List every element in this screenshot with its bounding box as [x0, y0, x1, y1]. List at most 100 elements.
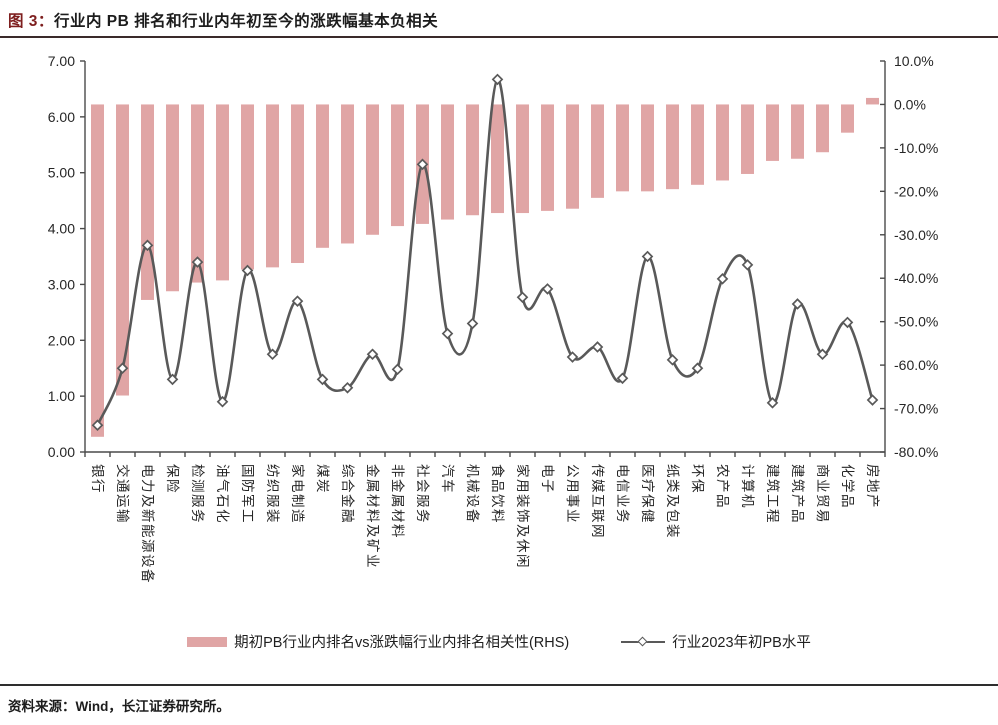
pb-marker-煤炭	[316, 373, 329, 386]
x-axis-label-电力及新能源设备: 电力及新能源设备	[140, 464, 156, 584]
pb-marker-家用装饰及休闲	[516, 291, 529, 304]
x-axis-label-金属材料及矿业: 金属材料及矿业	[365, 464, 380, 569]
y-axis-label-right: -60.0%	[894, 357, 938, 373]
bar-交通运输	[116, 104, 129, 396]
x-axis-label-纺织服装: 纺织服装	[265, 464, 280, 524]
y-axis-label-right: -70.0%	[894, 401, 938, 417]
x-axis-label-医疗保健: 医疗保健	[640, 464, 655, 524]
pb-marker-金属材料及矿业	[366, 348, 379, 361]
pb-marker-计算机	[741, 259, 754, 271]
bar-传媒互联网	[591, 104, 604, 198]
x-axis-label-检测服务: 检测服务	[190, 464, 205, 524]
pb-marker-国防军工	[241, 264, 254, 277]
y-axis-label-right: 0.0%	[894, 96, 926, 112]
bar-电信业务	[616, 104, 629, 192]
bar-检测服务	[191, 104, 204, 283]
pb-marker-商业贸易	[816, 348, 829, 361]
pb-marker-农产品	[716, 273, 729, 285]
line-series-swatch	[621, 636, 666, 646]
x-axis-label-综合金融: 综合金融	[340, 464, 355, 524]
bar-食品饮料	[491, 104, 504, 214]
y-axis-label-right: -40.0%	[894, 270, 938, 286]
x-axis-label-家电制造: 家电制造	[290, 464, 306, 524]
bar-商业贸易	[816, 104, 829, 153]
pb-line	[96, 78, 874, 426]
pb-marker-食品饮料	[491, 73, 504, 86]
y-axis-label-left: 5.00	[48, 165, 75, 181]
pb-marker-社会服务	[416, 158, 429, 171]
bar-电力及新能源设备	[141, 104, 154, 300]
bar-计算机	[741, 104, 754, 174]
pb-marker-银行	[91, 419, 104, 431]
legend-label-line: 行业2023年初PB水平	[672, 635, 811, 651]
x-axis-label-商业贸易: 商业贸易	[815, 464, 830, 524]
y-axis-label-left: 6.00	[48, 109, 75, 125]
pb-marker-保险	[166, 373, 179, 386]
y-axis-label-right: 10.0%	[894, 53, 934, 69]
legend-label-bars: 期初PB行业内排名vs涨跌幅行业内排名相关性(RHS)	[234, 635, 570, 651]
x-axis-label-农产品: 农产品	[715, 464, 730, 509]
bar-家用装饰及休闲	[516, 104, 529, 214]
chart-legend: 期初PB行业内排名vs涨跌幅行业内排名相关性(RHS) 行业2023年初PB水平	[0, 631, 998, 652]
x-axis-label-社会服务: 社会服务	[415, 464, 430, 524]
y-axis-label-right: -30.0%	[894, 227, 938, 243]
bar-电子	[541, 104, 554, 211]
y-axis-label-right: -10.0%	[894, 140, 938, 156]
x-axis-label-食品饮料: 食品饮料	[490, 464, 506, 524]
bar-农产品	[716, 104, 729, 181]
y-axis-label-left: 0.00	[48, 444, 75, 460]
x-axis-label-建筑产品: 建筑产品	[790, 464, 805, 524]
x-axis-label-机械设备: 机械设备	[465, 464, 481, 524]
pb-marker-电信业务	[616, 372, 629, 385]
pb-marker-电子	[541, 283, 554, 295]
legend-item-pb-line: 行业2023年初PB水平	[621, 631, 811, 652]
pb-marker-建筑工程	[766, 397, 779, 409]
y-axis-label-left: 2.00	[48, 332, 75, 348]
x-axis-label-电信业务: 电信业务	[615, 464, 630, 524]
y-axis-label-right: -80.0%	[894, 444, 938, 460]
x-axis-label-建筑工程: 建筑工程	[765, 464, 780, 524]
diamond-marker-icon	[637, 636, 648, 646]
bar-建筑工程	[766, 104, 779, 161]
source-text: 资料来源：Wind，长江证券研究所。	[8, 699, 230, 714]
y-axis-label-right: -50.0%	[894, 314, 938, 330]
bar-金属材料及矿业	[366, 104, 379, 235]
bar-国防军工	[241, 104, 254, 270]
pb-marker-非金属材料	[391, 363, 404, 376]
bar-房地产	[866, 97, 879, 105]
figure-title: 图 3：行业内 PB 排名和行业内年初至今的涨跌幅基本负相关	[0, 0, 998, 38]
pb-marker-公用事业	[566, 351, 579, 363]
pb-marker-传媒互联网	[591, 341, 604, 353]
y-axis-label-left: 1.00	[48, 388, 75, 404]
bar-保险	[166, 104, 179, 292]
x-axis-label-银行: 银行	[90, 464, 105, 494]
pb-marker-房地产	[866, 394, 879, 406]
pb-marker-纺织服装	[266, 348, 279, 361]
pb-marker-油气石化	[216, 395, 229, 408]
pb-marker-机械设备	[466, 317, 479, 330]
x-axis-label-保险: 保险	[165, 464, 180, 494]
pb-marker-化学品	[841, 316, 854, 329]
pb-marker-检测服务	[191, 256, 204, 268]
bar-纺织服装	[266, 104, 279, 268]
bar-化学品	[841, 104, 854, 133]
bar-环保	[691, 104, 704, 185]
pb-marker-环保	[691, 362, 704, 375]
figure-number: 图 3：	[8, 13, 54, 30]
bar-银行	[91, 104, 104, 437]
bar-公用事业	[566, 104, 579, 209]
x-axis-label-电子: 电子	[540, 464, 555, 494]
x-axis-label-非金属材料: 非金属材料	[390, 464, 405, 539]
bar-煤炭	[316, 104, 329, 248]
bar-家电制造	[291, 104, 304, 264]
x-axis-label-家用装饰及休闲: 家用装饰及休闲	[515, 464, 531, 569]
y-axis-label-left: 7.00	[48, 53, 75, 69]
bar-机械设备	[466, 104, 479, 216]
pb-marker-交通运输	[116, 362, 129, 375]
bar-非金属材料	[391, 104, 404, 227]
pb-marker-综合金融	[341, 381, 354, 394]
y-axis-label-right: -20.0%	[894, 183, 938, 199]
x-axis-label-化学品: 化学品	[840, 464, 855, 509]
bar-医疗保健	[641, 104, 654, 192]
